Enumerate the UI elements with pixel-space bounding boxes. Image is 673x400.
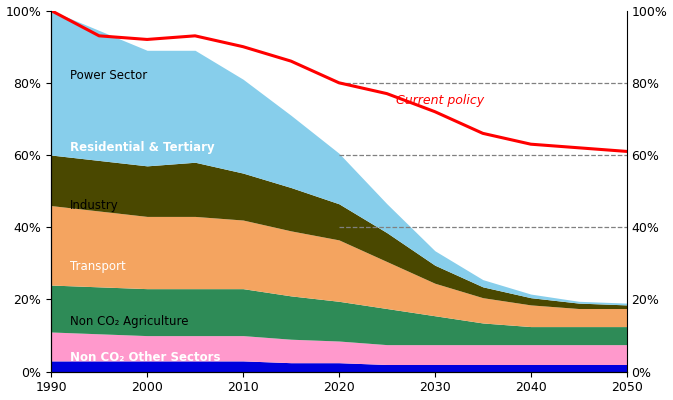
Text: Transport: Transport — [71, 260, 126, 274]
Text: Industry: Industry — [71, 199, 119, 212]
Text: Non CO₂ Other Sectors: Non CO₂ Other Sectors — [71, 351, 221, 364]
Text: Non CO₂ Agriculture: Non CO₂ Agriculture — [71, 315, 189, 328]
Text: Power Sector: Power Sector — [71, 69, 147, 82]
Text: Residential & Tertiary: Residential & Tertiary — [71, 141, 215, 154]
Text: Current policy: Current policy — [396, 94, 485, 108]
